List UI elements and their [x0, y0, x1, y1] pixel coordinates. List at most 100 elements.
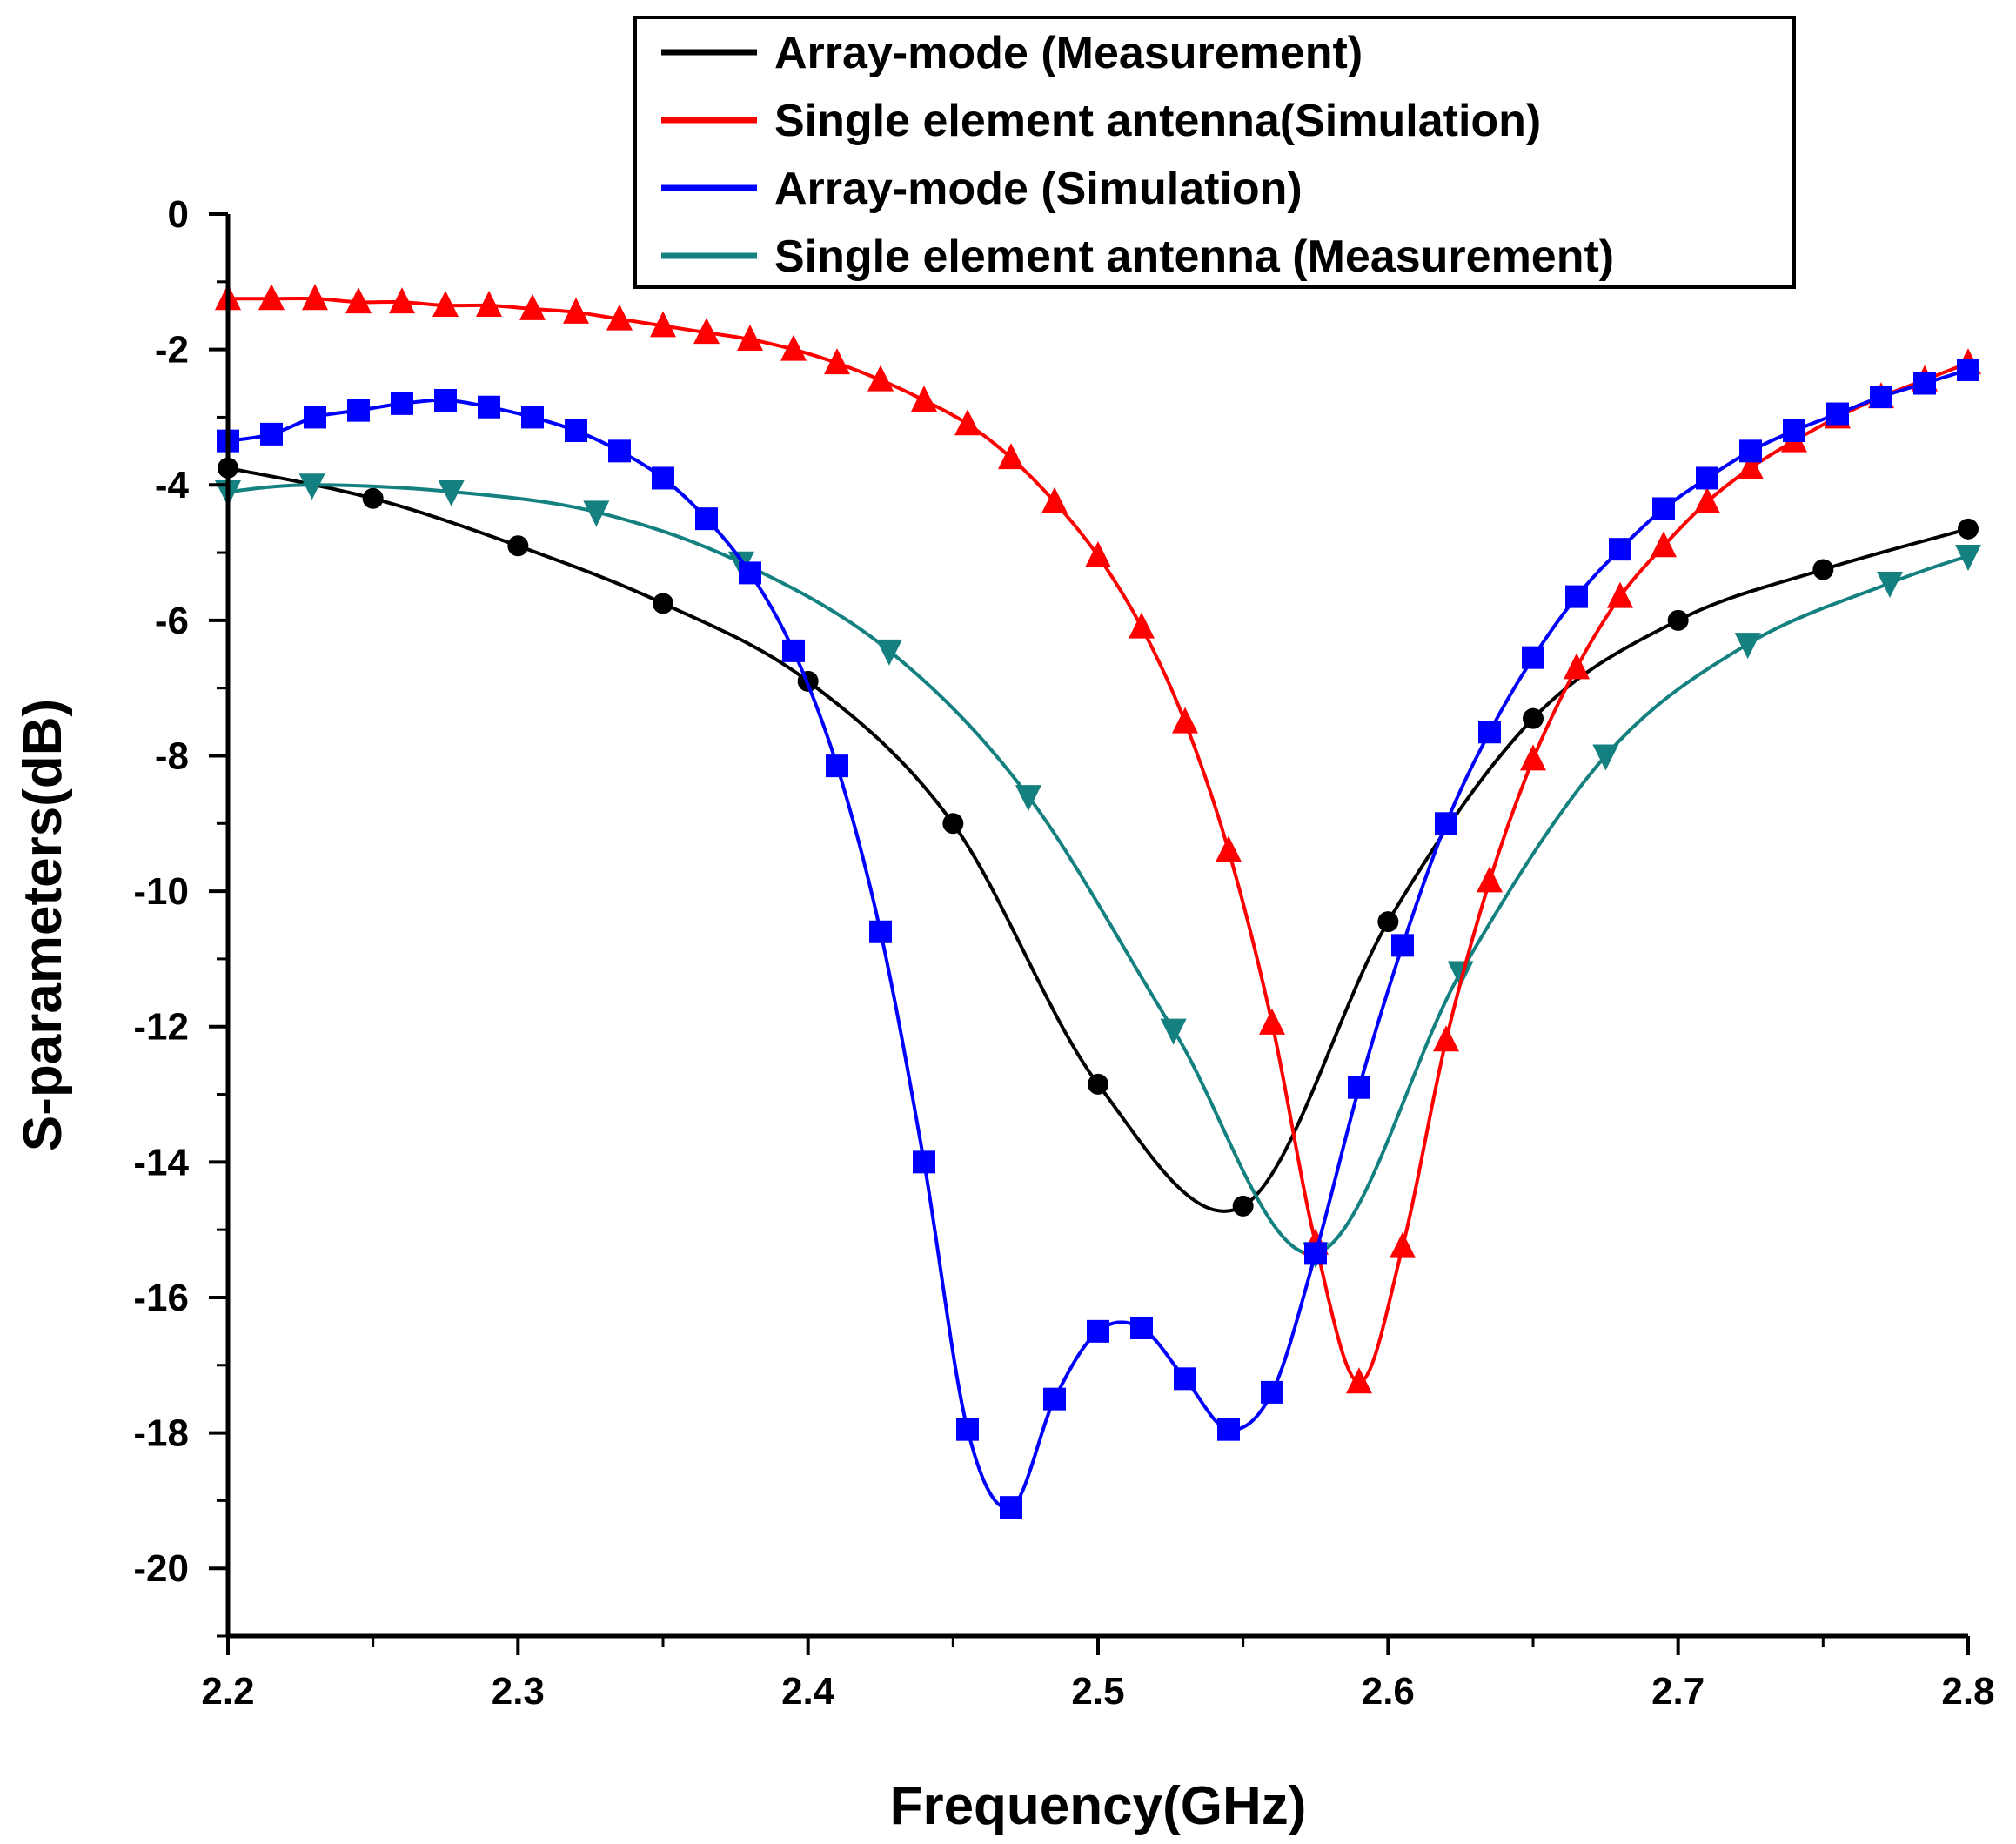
data-point — [1564, 653, 1590, 680]
x-axis-title: Frequency(GHz) — [890, 1776, 1307, 1836]
data-point — [1348, 1076, 1370, 1099]
data-point — [1607, 581, 1633, 608]
data-point — [1259, 1008, 1285, 1035]
data-point — [583, 500, 610, 527]
data-point — [1826, 402, 1849, 426]
data-point — [1958, 518, 1979, 540]
data-point — [1129, 612, 1155, 639]
data-point — [1812, 559, 1834, 580]
y-tick-label: -20 — [133, 1547, 189, 1590]
data-point — [1696, 466, 1718, 490]
data-point — [1085, 540, 1111, 567]
data-point — [1694, 486, 1720, 513]
x-tick-label: 2.2 — [201, 1670, 254, 1713]
data-point — [1955, 544, 1981, 571]
data-point — [391, 392, 413, 415]
data-point — [1015, 785, 1041, 812]
y-tick-label: 0 — [168, 193, 189, 236]
series-line — [228, 296, 1969, 1385]
data-point — [1565, 585, 1588, 608]
data-point — [1523, 707, 1544, 729]
y-tick-label: -16 — [133, 1277, 189, 1319]
data-point — [1390, 1231, 1416, 1258]
data-point — [1667, 609, 1689, 631]
legend-label: Single element antenna(Simulation) — [774, 96, 1541, 146]
data-point — [608, 439, 631, 463]
data-point — [867, 365, 894, 392]
data-point — [1377, 911, 1399, 933]
data-point — [1783, 419, 1805, 442]
data-point — [1174, 1367, 1196, 1391]
data-point — [826, 754, 848, 778]
y-tick-label: -8 — [155, 734, 189, 777]
data-point — [780, 334, 807, 361]
data-point — [521, 406, 544, 429]
data-point — [438, 480, 465, 507]
series-2 — [217, 358, 1979, 1519]
data-point — [389, 287, 415, 314]
data-point — [1957, 358, 1979, 381]
data-point — [1478, 721, 1501, 744]
data-point — [1609, 538, 1631, 561]
data-point — [695, 507, 718, 531]
data-point — [1592, 744, 1619, 771]
data-point — [737, 324, 763, 351]
data-point — [1391, 934, 1414, 957]
x-tick-label: 2.3 — [492, 1670, 545, 1713]
x-tick-label: 2.7 — [1651, 1670, 1705, 1713]
data-point — [1346, 1367, 1372, 1394]
series-3 — [215, 473, 1981, 1269]
series-line — [227, 466, 1969, 1213]
data-point — [1522, 646, 1544, 669]
data-point — [1477, 866, 1503, 893]
data-point — [304, 406, 326, 429]
data-point — [1216, 835, 1242, 862]
series-1 — [215, 284, 1981, 1394]
data-point — [563, 297, 589, 324]
data-point — [824, 348, 850, 375]
data-point — [1232, 1195, 1254, 1217]
series-layer — [215, 284, 1981, 1519]
data-point — [1652, 497, 1675, 520]
data-point — [347, 399, 370, 422]
data-point — [1261, 1380, 1283, 1404]
legend-label: Single element antenna (Measurement) — [774, 231, 1614, 282]
data-point — [1172, 707, 1198, 734]
data-point — [942, 813, 964, 835]
data-point — [260, 422, 283, 446]
data-point — [956, 1418, 979, 1441]
y-tick-label: -4 — [155, 464, 190, 506]
y-tick-label: -14 — [133, 1141, 189, 1184]
y-axis-title: S-parameters(dB) — [13, 699, 73, 1151]
data-point — [476, 291, 502, 318]
data-point — [507, 535, 529, 557]
y-tick-label: -18 — [133, 1412, 189, 1455]
y-tick-label: -6 — [155, 600, 189, 642]
data-point — [258, 284, 285, 311]
data-point — [1130, 1316, 1153, 1339]
legend-label: Array-mode (Simulation) — [774, 164, 1303, 214]
data-point — [998, 443, 1024, 470]
x-tick-label: 2.5 — [1071, 1670, 1124, 1713]
data-point — [432, 291, 459, 318]
data-point — [478, 395, 500, 419]
legend: Array-mode (Measurement) Single element a… — [633, 16, 1796, 289]
data-point — [1739, 439, 1762, 463]
data-point — [1304, 1242, 1327, 1265]
data-point — [650, 311, 676, 338]
data-point — [1433, 1025, 1459, 1052]
data-point — [739, 561, 761, 585]
y-tick-label: -12 — [133, 1006, 189, 1049]
series-line — [227, 483, 1969, 1256]
data-point — [362, 487, 384, 509]
data-point — [1738, 453, 1764, 479]
data-point — [1877, 572, 1903, 599]
data-point — [1870, 386, 1892, 409]
data-point — [1217, 1418, 1240, 1441]
data-point — [1435, 812, 1457, 835]
data-point — [869, 920, 892, 943]
data-point — [954, 409, 981, 436]
data-point — [693, 318, 720, 345]
data-point — [606, 304, 633, 331]
